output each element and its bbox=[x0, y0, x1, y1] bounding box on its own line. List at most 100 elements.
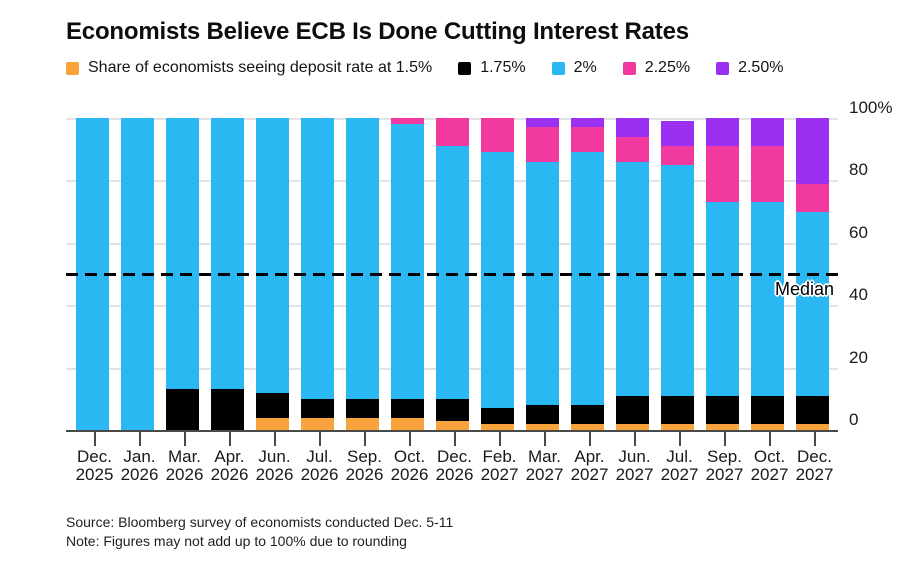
legend-swatch-icon bbox=[551, 61, 565, 75]
bar-segment-2.50% bbox=[751, 118, 784, 147]
bar-segment-2.25% bbox=[481, 118, 514, 153]
legend-label: 2% bbox=[573, 59, 597, 76]
median-line bbox=[66, 273, 838, 276]
median-label: Median bbox=[774, 279, 834, 299]
x-axis-tick bbox=[93, 431, 96, 446]
bar-segment-1.75% bbox=[526, 405, 559, 424]
bar-mar-2026 bbox=[166, 118, 199, 430]
legend-item: 1.75% bbox=[458, 59, 526, 77]
bar-segment-2.50% bbox=[571, 118, 604, 128]
bar-segment-1.75% bbox=[571, 405, 604, 424]
legend-swatch-icon bbox=[622, 61, 636, 75]
bar-segment-2.25% bbox=[751, 146, 784, 203]
bar-apr-2027 bbox=[571, 118, 604, 430]
bar-segment-1.5% bbox=[661, 423, 694, 430]
bar-segment-2.25% bbox=[796, 183, 829, 212]
bar-sep-2026 bbox=[346, 118, 379, 430]
x-axis-tick bbox=[183, 431, 186, 446]
bar-segment-1.75% bbox=[661, 395, 694, 424]
bar-segment-2.25% bbox=[616, 136, 649, 162]
x-axis-tick bbox=[273, 431, 276, 446]
bar-segment-1.75% bbox=[751, 395, 784, 424]
x-axis-label: Jul. 2027 bbox=[660, 447, 699, 484]
bar-segment-1.75% bbox=[616, 395, 649, 424]
bar-segment-1.75% bbox=[301, 398, 334, 418]
x-axis-tick bbox=[768, 431, 771, 446]
bar-segment-1.75% bbox=[346, 398, 379, 418]
bar-mar-2027 bbox=[526, 118, 559, 430]
x-axis-tick bbox=[498, 431, 501, 446]
bar-segment-2% bbox=[481, 152, 514, 409]
x-axis-tick bbox=[228, 431, 231, 446]
bar-segment-1.5% bbox=[256, 417, 289, 430]
bar-segment-2.50% bbox=[661, 121, 694, 147]
bar-dec-2027 bbox=[796, 118, 829, 430]
bar-segment-2% bbox=[706, 202, 739, 396]
x-axis-label: Mar. 2026 bbox=[165, 447, 204, 484]
legend-swatch-icon bbox=[716, 61, 730, 75]
legend-item: 2.25% bbox=[622, 59, 691, 77]
x-axis-tick bbox=[543, 431, 546, 446]
legend-label: 1.75% bbox=[480, 59, 526, 76]
bar-segment-2.25% bbox=[706, 146, 739, 203]
bar-segment-1.5% bbox=[796, 423, 829, 430]
x-axis-label: Jun. 2026 bbox=[255, 447, 294, 484]
bar-segment-2% bbox=[796, 211, 829, 396]
bar-jul-2027 bbox=[661, 121, 694, 430]
bar-segment-1.5% bbox=[391, 417, 424, 430]
bar-segment-2.25% bbox=[391, 118, 424, 125]
bar-segment-2% bbox=[256, 118, 289, 393]
x-axis-label: Jul. 2026 bbox=[300, 447, 339, 484]
legend-item: 2.50% bbox=[716, 59, 783, 77]
bar-segment-2.50% bbox=[526, 118, 559, 128]
x-axis-tick bbox=[138, 431, 141, 446]
x-axis-label: Dec. 2026 bbox=[435, 447, 474, 484]
bar-segment-1.75% bbox=[166, 389, 199, 430]
y-axis-tick-label: 60 bbox=[849, 222, 868, 242]
bar-segment-2% bbox=[616, 161, 649, 396]
bar-segment-2.50% bbox=[706, 118, 739, 147]
x-axis-label: Jun. 2027 bbox=[615, 447, 654, 484]
x-axis-label: Oct. 2026 bbox=[390, 447, 429, 484]
bar-dec-2026 bbox=[436, 118, 469, 430]
legend-label: 2.25% bbox=[644, 59, 691, 76]
bar-segment-1.5% bbox=[706, 423, 739, 430]
bar-jul-2026 bbox=[301, 118, 334, 430]
x-axis-label: Dec. 2025 bbox=[75, 447, 114, 484]
bar-segment-1.75% bbox=[391, 398, 424, 418]
bar-segment-2% bbox=[661, 164, 694, 396]
x-axis-tick bbox=[318, 431, 321, 446]
plot-area: Median bbox=[66, 118, 838, 432]
bar-segment-1.5% bbox=[571, 423, 604, 430]
y-axis-tick-label: 80 bbox=[849, 160, 868, 180]
y-axis-tick-label: 0 bbox=[849, 410, 859, 429]
bar-segment-2.50% bbox=[616, 118, 649, 137]
x-axis-label: Mar. 2027 bbox=[525, 447, 564, 484]
bar-oct-2026 bbox=[391, 118, 424, 430]
bar-oct-2027 bbox=[751, 118, 784, 430]
bar-segment-2% bbox=[391, 124, 424, 399]
x-axis-label: Apr. 2026 bbox=[210, 447, 249, 484]
bar-segment-2.25% bbox=[571, 127, 604, 153]
y-axis-tick-label: 100% bbox=[849, 98, 893, 117]
bar-jun-2026 bbox=[256, 118, 289, 430]
x-axis-label: Apr. 2027 bbox=[570, 447, 609, 484]
legend-label: Share of economists seeing deposit rate … bbox=[88, 59, 433, 76]
y-axis-tick-label: 20 bbox=[849, 347, 868, 367]
y-axis-tick-label: 40 bbox=[849, 285, 868, 305]
bar-segment-1.5% bbox=[346, 417, 379, 430]
bar-segment-2% bbox=[526, 161, 559, 406]
bar-segment-1.5% bbox=[616, 423, 649, 430]
bar-feb-2027 bbox=[481, 118, 514, 430]
x-axis-tick bbox=[363, 431, 366, 446]
x-axis-tick bbox=[633, 431, 636, 446]
bar-segment-2.25% bbox=[436, 118, 469, 147]
bar-segment-2.25% bbox=[661, 146, 694, 165]
legend: Share of economists seeing deposit rate … bbox=[66, 59, 783, 77]
bar-segment-1.5% bbox=[751, 423, 784, 430]
x-axis-label: Oct. 2027 bbox=[750, 447, 789, 484]
bar-segment-2% bbox=[211, 118, 244, 390]
x-axis-label: Feb. 2027 bbox=[480, 447, 519, 484]
legend-label: 2.50% bbox=[738, 59, 784, 76]
